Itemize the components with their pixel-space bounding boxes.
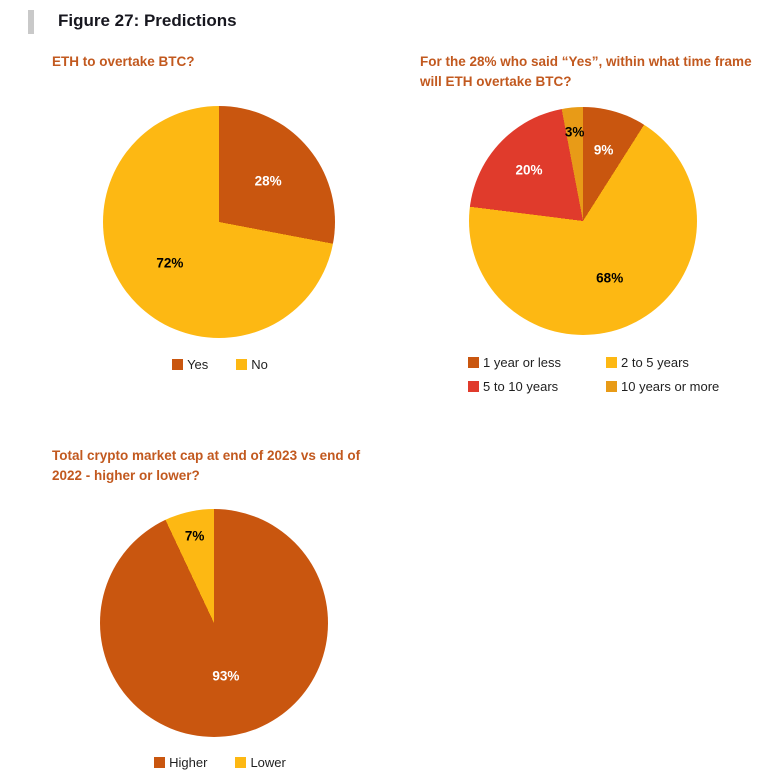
chart-title: For the 28% who said “Yes”, within what … <box>420 54 752 90</box>
chart-eth-overtake-timeframe: For the 28% who said “Yes”, within what … <box>420 52 758 402</box>
legend-item: 1 year or less <box>468 355 588 370</box>
chart-legend: Yes No <box>52 357 388 372</box>
legend-item: Yes <box>172 357 208 372</box>
pie-chart: 93% 7% <box>100 509 328 737</box>
legend-swatch <box>606 357 617 368</box>
pie-data-label: 9% <box>593 142 614 158</box>
legend-swatch <box>468 357 479 368</box>
legend-label: 2 to 5 years <box>621 355 689 370</box>
chart-marketcap-higher-lower: Total crypto market cap at end of 2023 v… <box>52 446 388 781</box>
legend-item: Higher <box>154 755 207 770</box>
legend-swatch <box>235 757 247 768</box>
pie-data-label: 68% <box>596 270 624 286</box>
pie-data-label: 28% <box>254 173 282 189</box>
pie-chart: 28% 72% <box>103 106 335 338</box>
figure-title: Figure 27: Predictions <box>58 11 237 30</box>
legend-item: 10 years or more <box>606 379 719 394</box>
legend-swatch <box>154 757 166 768</box>
legend-label: 1 year or less <box>483 355 562 370</box>
legend-swatch <box>236 359 248 370</box>
legend-item: Lower <box>235 755 286 770</box>
pie-data-label: 72% <box>156 255 184 271</box>
figure-accent-bar <box>28 10 34 34</box>
pie-data-label: 7% <box>184 528 205 544</box>
legend-label: Higher <box>169 755 208 770</box>
legend-label: 5 to 10 years <box>483 379 559 394</box>
legend-label: Lower <box>250 755 286 770</box>
legend-label: Yes <box>187 357 209 372</box>
chart-title: ETH to overtake BTC? <box>52 54 195 69</box>
legend-item: No <box>236 357 268 372</box>
chart-title: Total crypto market cap at end of 2023 v… <box>52 448 361 484</box>
legend-swatch <box>468 381 479 392</box>
legend-item: 5 to 10 years <box>468 379 588 394</box>
legend-label: 10 years or more <box>621 379 720 394</box>
legend-label: No <box>251 357 268 372</box>
pie-data-label: 3% <box>564 124 585 140</box>
legend-item: 2 to 5 years <box>606 355 719 370</box>
pie-data-label: 93% <box>212 668 240 684</box>
pie-chart: 9% 68% 20% 3% <box>469 107 697 335</box>
legend-swatch <box>172 359 184 370</box>
chart-legend: Higher Lower <box>52 755 388 770</box>
chart-legend: 1 year or less 2 to 5 years 5 to 10 years 1… <box>468 355 719 394</box>
pie-data-label: 20% <box>515 162 543 178</box>
legend-swatch <box>606 381 617 392</box>
chart-eth-overtake-btc: ETH to overtake BTC? 28% 72% Yes No <box>52 52 388 392</box>
